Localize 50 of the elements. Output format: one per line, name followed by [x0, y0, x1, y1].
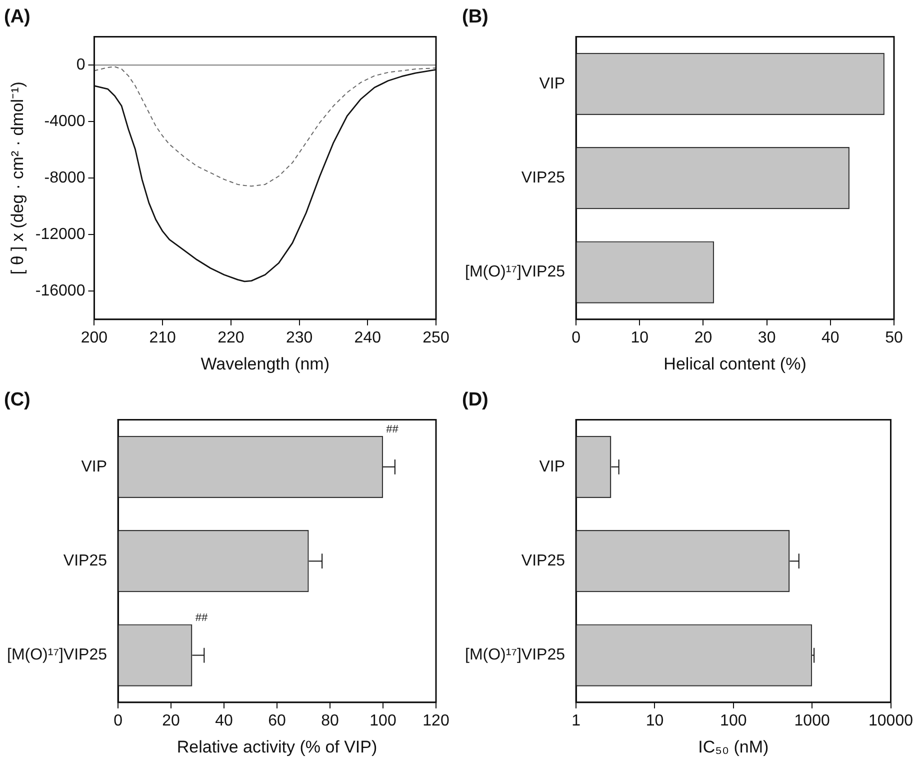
- y-tick-label: VIP: [539, 458, 566, 476]
- y-tick-label: VIP: [539, 75, 566, 92]
- x-tick-label: 20: [162, 712, 180, 730]
- y-tick-label: VIP25: [63, 552, 108, 570]
- x-tick-label: 40: [215, 712, 234, 730]
- x-tick-label: 240: [354, 329, 382, 346]
- x-tick-label: 80: [321, 712, 340, 730]
- x-tick-label: 50: [885, 329, 903, 346]
- line-series: [94, 66, 436, 187]
- y-tick-label: [M(O)¹⁷]VIP25: [464, 264, 566, 281]
- annotation: ##: [195, 612, 208, 624]
- y-tick-label: -16000: [35, 282, 86, 300]
- x-tick-label: 120: [422, 712, 450, 730]
- y-tick-label: 0: [76, 56, 86, 74]
- chart-title: (C): [4, 390, 30, 411]
- y-tick-label: [M(O)¹⁷]VIP25: [464, 646, 566, 664]
- x-tick-label: 40: [822, 329, 840, 346]
- x-tick-label: 60: [268, 712, 286, 730]
- y-tick-label: -12000: [35, 226, 86, 244]
- x-tick-label: 100: [720, 712, 747, 730]
- x-tick-label: 0: [572, 329, 581, 346]
- annotation: ##: [386, 423, 400, 436]
- x-axis-title: Helical content (%): [664, 354, 806, 374]
- x-tick-label: 250: [422, 329, 450, 346]
- x-axis-title: IC₅₀ (nM): [698, 737, 769, 756]
- x-axis-title: Wavelength (nm): [200, 354, 330, 374]
- x-tick-label: 210: [149, 329, 176, 346]
- x-tick-label: 220: [218, 329, 244, 346]
- x-tick-label: 10000: [868, 712, 914, 730]
- x-tick-label: 100: [370, 712, 396, 730]
- y-tick-label: [M(O)¹⁷]VIP25: [6, 646, 108, 664]
- x-tick-label: 200: [80, 329, 108, 346]
- x-tick-label: 30: [758, 329, 776, 346]
- chart-title: (A): [4, 6, 30, 28]
- chart-title: (B): [462, 6, 488, 28]
- chart-title: (D): [462, 390, 488, 411]
- y-axis-title: [ θ ] x (deg · cm² · dmol⁻¹): [8, 82, 27, 275]
- y-tick-label: VIP: [81, 458, 108, 476]
- x-tick-label: 0: [114, 712, 123, 730]
- x-axis-title: Relative activity (% of VIP): [176, 737, 378, 756]
- x-tick-label: 230: [286, 329, 313, 346]
- x-tick-label: 1: [572, 712, 581, 730]
- y-tick-label: VIP25: [521, 552, 566, 570]
- x-tick-label: 20: [694, 329, 712, 346]
- y-tick-label: -4000: [44, 112, 86, 130]
- y-tick-label: VIP25: [521, 170, 566, 187]
- x-tick-label: 10: [646, 712, 664, 730]
- y-tick-label: -8000: [44, 170, 86, 187]
- x-tick-label: 1000: [794, 712, 830, 730]
- x-tick-label: 10: [630, 329, 649, 346]
